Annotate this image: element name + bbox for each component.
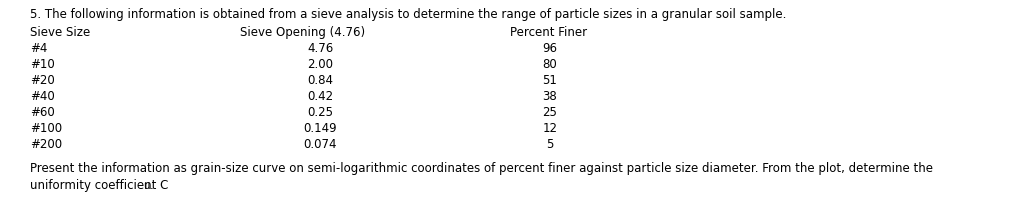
Text: Present the information as grain-size curve on semi-logarithmic coordinates of p: Present the information as grain-size cu… (30, 161, 933, 174)
Text: Sieve Opening (4.76): Sieve Opening (4.76) (240, 26, 365, 39)
Text: #100: #100 (30, 121, 62, 134)
Text: .: . (149, 178, 153, 191)
Text: 0.84: 0.84 (307, 74, 333, 86)
Text: #10: #10 (30, 58, 55, 71)
Text: 0.42: 0.42 (307, 90, 333, 102)
Text: 0.149: 0.149 (303, 121, 337, 134)
Text: u: u (143, 180, 149, 190)
Text: 51: 51 (543, 74, 557, 86)
Text: #20: #20 (30, 74, 55, 86)
Text: 5. The following information is obtained from a sieve analysis to determine the : 5. The following information is obtained… (30, 8, 786, 21)
Text: Sieve Size: Sieve Size (30, 26, 91, 39)
Text: 2.00: 2.00 (307, 58, 333, 71)
Text: #200: #200 (30, 137, 62, 150)
Text: 0.25: 0.25 (307, 105, 333, 118)
Text: 0.074: 0.074 (303, 137, 337, 150)
Text: uniformity coefficient C: uniformity coefficient C (30, 178, 168, 191)
Text: #4: #4 (30, 42, 47, 55)
Text: 96: 96 (543, 42, 557, 55)
Text: Percent Finer: Percent Finer (510, 26, 587, 39)
Text: 12: 12 (543, 121, 557, 134)
Text: #60: #60 (30, 105, 55, 118)
Text: 38: 38 (543, 90, 557, 102)
Text: 5: 5 (546, 137, 554, 150)
Text: 80: 80 (543, 58, 557, 71)
Text: #40: #40 (30, 90, 55, 102)
Text: 4.76: 4.76 (307, 42, 333, 55)
Text: 25: 25 (543, 105, 557, 118)
